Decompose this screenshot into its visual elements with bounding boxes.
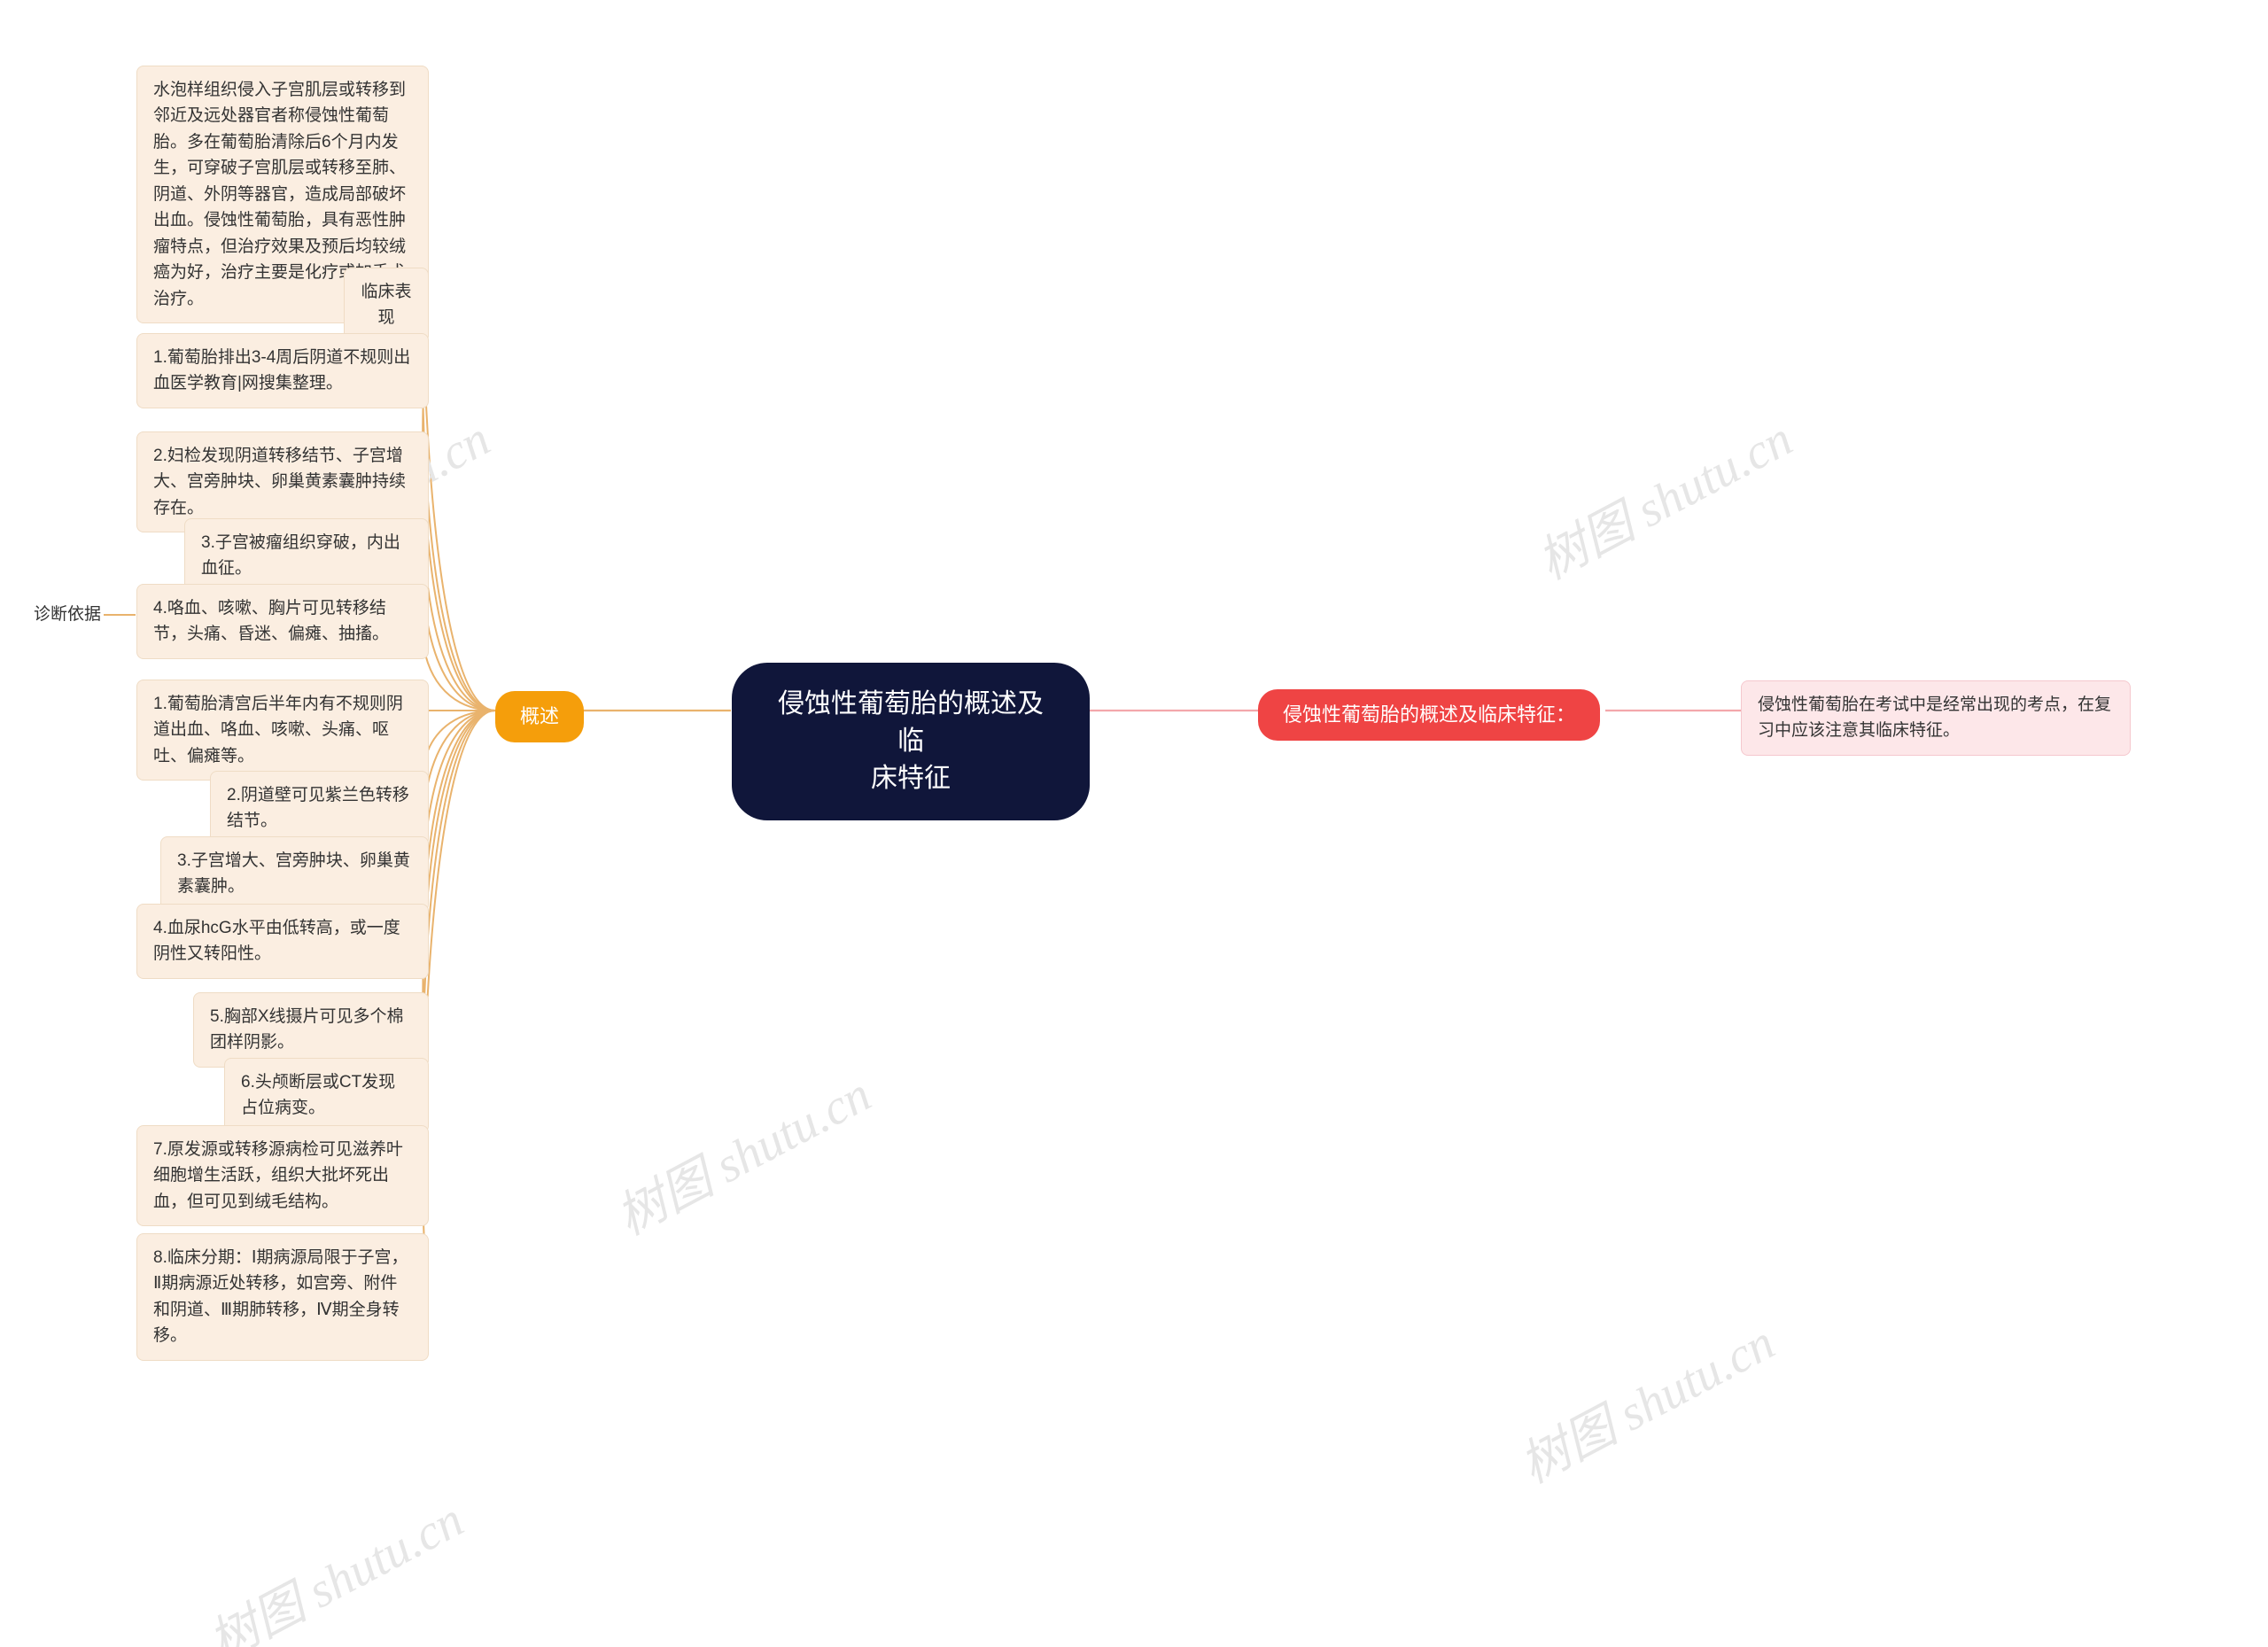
leaf-c2-text: 1.葡萄胎排出3-4周后阴道不规则出血医学教育|网搜集整理。 bbox=[153, 348, 410, 392]
root-node[interactable]: 侵蚀性葡萄胎的概述及临 床特征 bbox=[732, 663, 1090, 820]
right-note[interactable]: 侵蚀性葡萄胎在考试中是经常出现的考点，在复习中应该注意其临床特征。 bbox=[1741, 680, 2131, 756]
watermark: 树图 shutu.cn bbox=[602, 1055, 881, 1249]
diagnosis-basis-label: 诊断依据 bbox=[34, 602, 101, 628]
watermark: 树图 shutu.cn bbox=[1505, 1303, 1784, 1497]
leaf-c7-text: 2.阴道壁可见紫兰色转移结节。 bbox=[227, 786, 409, 830]
right-note-text: 侵蚀性葡萄胎在考试中是经常出现的考点，在复习中应该注意其临床特征。 bbox=[1758, 695, 2111, 740]
leaf-c3-text: 2.妇检发现阴道转移结节、子宫增大、宫旁肿块、卵巢黄素囊肿持续存在。 bbox=[153, 447, 406, 517]
conn-c5 bbox=[423, 615, 495, 711]
leaf-c13[interactable]: 8.临床分期：Ⅰ期病源局限于子宫，Ⅱ期病源近处转移，如宫旁、附件和阴道、Ⅲ期肺转… bbox=[136, 1233, 429, 1361]
conn-c13 bbox=[423, 711, 495, 1276]
leaf-c13-text: 8.临床分期：Ⅰ期病源局限于子宫，Ⅱ期病源近处转移，如宫旁、附件和阴道、Ⅲ期肺转… bbox=[153, 1248, 408, 1345]
leaf-c1[interactable]: 临床表现 bbox=[344, 268, 429, 343]
leaf-c6[interactable]: 1.葡萄胎清宫后半年内有不规则阴道出血、咯血、咳嗽、头痛、呕吐、偏瘫等。 bbox=[136, 680, 429, 781]
conn-c4 bbox=[423, 539, 495, 711]
leaf-c8[interactable]: 3.子宫增大、宫旁肿块、卵巢黄素囊肿。 bbox=[160, 836, 429, 912]
branch-overview[interactable]: 概述 bbox=[495, 691, 584, 742]
conn-c1 bbox=[423, 288, 495, 711]
conn-c10 bbox=[423, 711, 495, 1013]
conn-c2 bbox=[423, 363, 495, 711]
watermark: 树图 shutu.cn bbox=[1523, 400, 1802, 594]
leaf-c12[interactable]: 7.原发源或转移源病检可见滋养叶细胞增生活跃，组织大批坏死出血，但可见到绒毛结构… bbox=[136, 1125, 429, 1226]
leaf-c5-text: 4.咯血、咳嗽、胸片可见转移结节，头痛、昏迷、偏瘫、抽搐。 bbox=[153, 599, 389, 643]
leaf-c5[interactable]: 4.咯血、咳嗽、胸片可见转移结节，头痛、昏迷、偏瘫、抽搐。 bbox=[136, 584, 429, 659]
leaf-c4[interactable]: 3.子宫被瘤组织穿破，内出血征。 bbox=[184, 518, 429, 594]
leaf-c9[interactable]: 4.血尿hcG水平由低转高，或一度阴性又转阳性。 bbox=[136, 904, 429, 979]
leaf-c4-text: 3.子宫被瘤组织穿破，内出血征。 bbox=[201, 533, 400, 578]
conn-c7 bbox=[423, 711, 495, 791]
leaf-c6-text: 1.葡萄胎清宫后半年内有不规则阴道出血、咯血、咳嗽、头痛、呕吐、偏瘫等。 bbox=[153, 695, 403, 765]
conn-c0 bbox=[423, 159, 495, 711]
branch-right-label: 侵蚀性葡萄胎的概述及临床特征： bbox=[1283, 703, 1575, 726]
conn-c12 bbox=[423, 711, 495, 1166]
leaf-c8-text: 3.子宫增大、宫旁肿块、卵巢黄素囊肿。 bbox=[177, 851, 410, 896]
leaf-c11[interactable]: 6.头颅断层或CT发现占位病变。 bbox=[224, 1058, 429, 1133]
conn-c11 bbox=[423, 711, 495, 1078]
conn-c9 bbox=[423, 711, 495, 935]
leaf-c12-text: 7.原发源或转移源病检可见滋养叶细胞增生活跃，组织大批坏死出血，但可见到绒毛结构… bbox=[153, 1140, 403, 1211]
branch-overview-label: 概述 bbox=[520, 705, 559, 727]
conn-c3 bbox=[423, 462, 495, 711]
root-line2: 床特征 bbox=[871, 764, 951, 793]
root-line1: 侵蚀性葡萄胎的概述及临 bbox=[778, 689, 1044, 756]
leaf-c11-text: 6.头颅断层或CT发现占位病变。 bbox=[241, 1073, 395, 1117]
conn-c8 bbox=[423, 711, 495, 857]
leaf-c7[interactable]: 2.阴道壁可见紫兰色转移结节。 bbox=[210, 771, 429, 846]
diagnosis-basis-text: 诊断依据 bbox=[34, 605, 101, 624]
leaf-c2[interactable]: 1.葡萄胎排出3-4周后阴道不规则出血医学教育|网搜集整理。 bbox=[136, 333, 429, 408]
watermark: 树图 shutu.cn bbox=[194, 1480, 473, 1647]
leaf-c10[interactable]: 5.胸部X线摄片可见多个棉团样阴影。 bbox=[193, 992, 429, 1068]
leaf-c1-text: 临床表现 bbox=[361, 283, 411, 327]
branch-right[interactable]: 侵蚀性葡萄胎的概述及临床特征： bbox=[1258, 689, 1600, 741]
leaf-c10-text: 5.胸部X线摄片可见多个棉团样阴影。 bbox=[210, 1007, 404, 1052]
leaf-c9-text: 4.血尿hcG水平由低转高，或一度阴性又转阳性。 bbox=[153, 919, 400, 963]
